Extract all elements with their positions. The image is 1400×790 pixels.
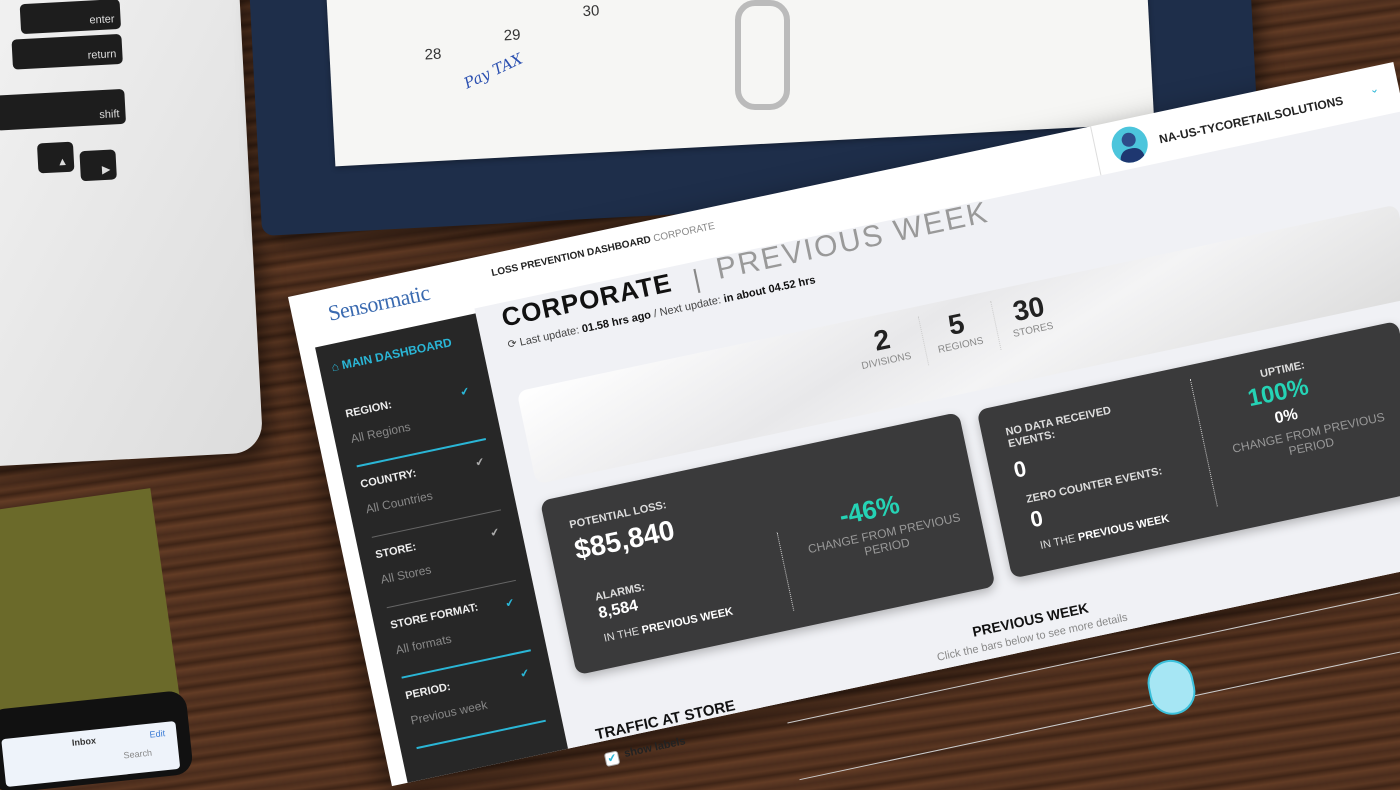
uptime-value: 100% [1245, 373, 1312, 413]
traffic-bar[interactable] [1143, 655, 1200, 720]
chevron-down-icon: ✔ [489, 526, 501, 540]
store-format-filter[interactable]: STORE FORMAT: All formats ✔ [389, 592, 531, 679]
show-labels-checkbox[interactable]: ✔ [603, 750, 621, 768]
filter-label: PERIOD: [404, 680, 452, 703]
filter-value: All Countries [364, 488, 434, 517]
period-value: PREVIOUS WEEK [640, 605, 735, 637]
sidebar-item-label: MAIN DASHBOARD [340, 335, 453, 373]
refresh-icon[interactable]: ⟳ [506, 337, 519, 352]
filter-value: All Stores [379, 562, 433, 587]
phone-edit: Edit [149, 728, 166, 740]
arrow-up-key: ▲ [36, 141, 75, 174]
period-prefix: IN THE [1038, 532, 1077, 552]
shift-key: shift [0, 88, 127, 131]
no-data-label: NO DATA RECEIVED EVENTS: [1004, 404, 1113, 451]
sidebar-item-main-dashboard[interactable]: ⌂ MAIN DASHBOARD [330, 335, 453, 374]
period-note: IN THE PREVIOUS WEEK [1039, 513, 1170, 552]
period-prefix: IN THE [602, 625, 641, 645]
binder-ring [735, 0, 790, 110]
filter-label: STORE FORMAT: [389, 601, 480, 632]
chevron-down-icon: ✔ [459, 385, 471, 400]
filter-value: All formats [394, 631, 453, 658]
enter-key: enter [19, 0, 122, 35]
calendar-day: 28 [424, 45, 442, 64]
period-value: PREVIOUS WEEK [1077, 512, 1171, 544]
arrow-right-key: ▶ [79, 149, 117, 182]
phone-search: Search [123, 747, 153, 761]
return-key: return [11, 33, 123, 70]
divider [776, 532, 795, 611]
chevron-down-icon: ✔ [504, 596, 516, 611]
zero-counter-value: 0 [1027, 505, 1046, 533]
phone-title: Inbox [71, 735, 97, 748]
filter-value: Previous week [409, 697, 489, 728]
country-filter[interactable]: COUNTRY: All Countries ✔ [359, 451, 502, 538]
calendar-day: 29 [503, 26, 521, 45]
chevron-down-icon: ✔ [474, 455, 486, 470]
filter-label: REGION: [344, 398, 393, 421]
breadcrumb-current: CORPORATE [652, 220, 716, 245]
breadcrumb-main[interactable]: LOSS PREVENTION DASHBOARD [490, 234, 652, 280]
calendar-day: 30 [582, 2, 600, 21]
home-icon: ⌂ [330, 359, 341, 375]
user-avatar-icon [1108, 123, 1152, 167]
show-labels-label[interactable]: show labels [623, 735, 687, 760]
region-filter[interactable]: REGION: All Regions ✔ [344, 381, 487, 468]
zero-counter-label: ZERO COUNTER EVENTS: [1025, 465, 1164, 506]
chevron-down-icon[interactable]: ⌄ [1368, 82, 1380, 97]
chevron-down-icon: ✔ [519, 667, 531, 681]
keyboard: enter return shift ▲ ▶ [0, 0, 142, 237]
laptop: enter return shift ▲ ▶ [0, 0, 264, 468]
phone-screen: Inbox Edit Search [1, 720, 181, 788]
no-data-value: 0 [1011, 455, 1029, 483]
divider [1189, 379, 1218, 507]
uptime-change-label: CHANGE FROM PREVIOUS PERIOD [1231, 409, 1386, 459]
uptime-change-value: 0% [1273, 405, 1300, 428]
period-filter[interactable]: PERIOD: Previous week ✔ [404, 662, 546, 750]
filter-label: STORE: [374, 540, 418, 562]
filter-label: COUNTRY: [359, 467, 418, 491]
sensormatic-logo[interactable]: Sensormatic [325, 279, 432, 326]
filter-value: All Regions [349, 419, 412, 446]
store-filter[interactable]: STORE: All Stores ✔ [374, 522, 516, 609]
